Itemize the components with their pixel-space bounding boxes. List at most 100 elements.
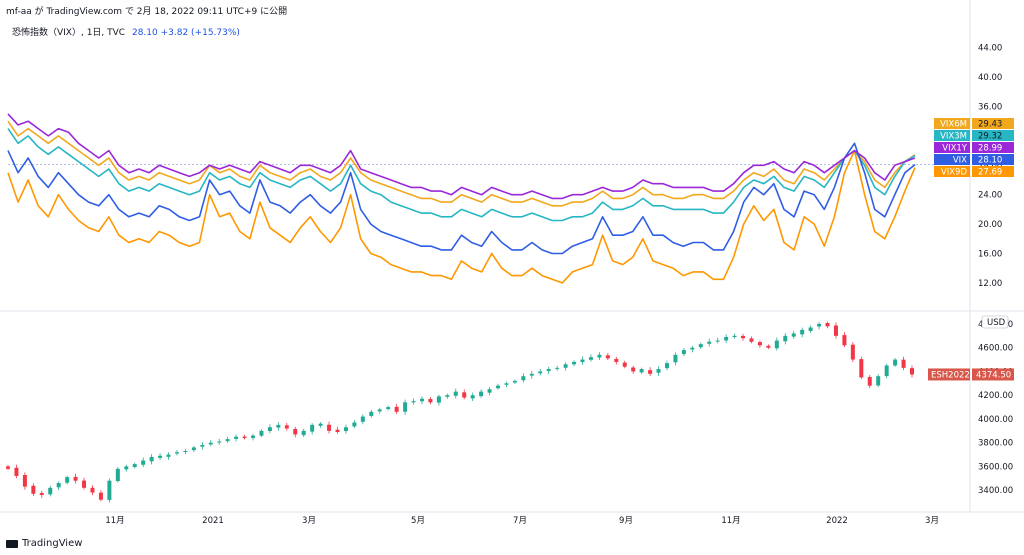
candle xyxy=(673,352,678,366)
candle xyxy=(445,393,450,399)
candle-body xyxy=(529,373,534,376)
candle-body xyxy=(183,451,188,452)
candle-body xyxy=(335,429,340,432)
candle xyxy=(639,367,644,374)
candle-body xyxy=(419,398,424,402)
value-tag-value-box xyxy=(972,142,1014,153)
candle xyxy=(774,337,779,351)
currency-label-box xyxy=(981,315,1009,329)
series-line-vix1y xyxy=(7,113,916,200)
candle xyxy=(22,472,27,490)
tradingview-logo[interactable]: TradingView xyxy=(6,538,82,549)
vix-y-tick: 20.00 xyxy=(978,220,1002,230)
candle-body xyxy=(22,474,27,487)
candle-body xyxy=(225,439,230,442)
candle xyxy=(242,434,247,440)
value-tag-value-box xyxy=(972,118,1014,129)
candle xyxy=(808,325,813,333)
candle xyxy=(360,414,365,425)
vix-y-tick: 24.00 xyxy=(978,191,1002,201)
value-tag-vix6m: VIX6M 29.43 xyxy=(934,118,1014,130)
candle-body xyxy=(73,476,78,481)
candle xyxy=(588,354,593,362)
candle xyxy=(681,348,686,357)
candle-body xyxy=(90,487,95,493)
candle xyxy=(850,342,855,363)
candle-body xyxy=(597,354,602,358)
candle xyxy=(707,338,712,347)
candle-body xyxy=(800,329,805,335)
last-value-readout: 28.10 +3.82 (+15.73%) xyxy=(131,28,240,38)
candle-body xyxy=(664,363,669,369)
candle-body xyxy=(149,456,154,462)
candle-body xyxy=(276,424,281,428)
chart-canvas[interactable]: 12.0016.0020.0024.0028.0032.0036.0040.00… xyxy=(0,0,1024,536)
es-y-tick: 3600.00 xyxy=(978,462,1013,472)
value-tag-value: 27.69 xyxy=(978,168,1002,178)
candle-body xyxy=(132,464,137,468)
value-tag-value-box xyxy=(972,130,1014,141)
symbol-legend[interactable]: 恐怖指数（VIX）, 1日, TVC 28.10 +3.82 (+15.73%) xyxy=(12,25,240,38)
candle xyxy=(158,453,163,461)
value-tag-name-box xyxy=(934,130,970,141)
value-tag-name: VIX3M xyxy=(940,132,967,142)
candle xyxy=(369,409,374,418)
value-tag-vix9d: VIX9D 27.69 xyxy=(934,166,1014,178)
candle-body xyxy=(31,485,36,494)
candle-body xyxy=(648,370,653,374)
candle-body xyxy=(360,416,365,422)
vix-y-tick: 12.00 xyxy=(978,279,1002,289)
candle-body xyxy=(251,435,256,438)
candle-body xyxy=(301,430,306,436)
candle xyxy=(825,321,830,329)
candle xyxy=(470,392,475,402)
candle xyxy=(377,407,382,414)
candle-body xyxy=(318,423,323,426)
time-tick: 3月 xyxy=(925,516,939,526)
candle xyxy=(504,381,509,388)
candle xyxy=(766,344,771,350)
candle-body xyxy=(428,398,433,403)
value-tag-value-box xyxy=(972,154,1014,165)
candle xyxy=(335,426,340,434)
candle-body xyxy=(166,454,171,457)
candle xyxy=(842,332,847,348)
candle xyxy=(73,473,78,484)
value-tag-name: VIX6M xyxy=(940,120,967,130)
value-tag-name: VIX xyxy=(953,156,967,166)
candle-body xyxy=(462,392,467,398)
candle-body xyxy=(808,327,813,331)
candle-body xyxy=(496,385,501,389)
candle xyxy=(529,371,534,379)
series-line-vix6m xyxy=(7,120,916,207)
candle-body xyxy=(394,406,399,412)
es-tag-value-box xyxy=(972,368,1014,381)
candle xyxy=(327,421,332,434)
candle xyxy=(39,490,44,498)
candle-body xyxy=(546,369,551,372)
candle-body xyxy=(487,389,492,393)
candle-body xyxy=(884,365,889,377)
candle xyxy=(724,334,729,344)
candle-body xyxy=(749,338,754,342)
candle-body xyxy=(369,411,374,416)
candle xyxy=(225,436,230,443)
candle-body xyxy=(715,340,720,342)
candle xyxy=(310,423,315,435)
candle-body xyxy=(605,355,610,359)
candle-body xyxy=(141,460,146,465)
candle xyxy=(462,389,467,400)
candle xyxy=(479,389,484,398)
candle-body xyxy=(876,376,881,386)
candle-body xyxy=(158,455,163,458)
candle xyxy=(664,360,669,371)
candle xyxy=(200,441,205,450)
candle xyxy=(555,365,560,371)
candle xyxy=(318,422,323,428)
candle-body xyxy=(436,396,441,403)
candle-body xyxy=(631,367,636,372)
candle-body xyxy=(208,442,213,445)
candle xyxy=(234,434,239,442)
candle-body xyxy=(707,341,712,344)
candle-body xyxy=(639,369,644,373)
